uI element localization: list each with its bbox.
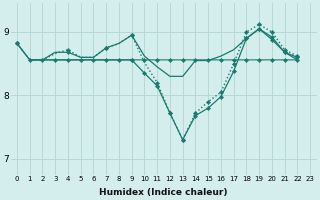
X-axis label: Humidex (Indice chaleur): Humidex (Indice chaleur) <box>99 188 228 197</box>
